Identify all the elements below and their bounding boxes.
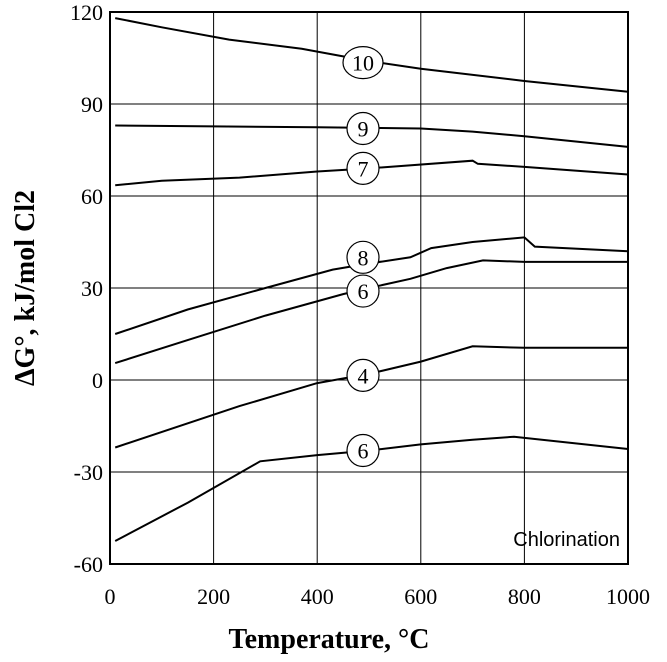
y-tick-label: 30 xyxy=(81,276,103,301)
x-tick-label: 1000 xyxy=(606,584,650,609)
series-label-6: 6 xyxy=(346,274,380,308)
x-axis-title: Temperature, °C xyxy=(229,624,430,655)
series-label-bubble xyxy=(346,433,380,468)
series-label-text: 8 xyxy=(358,245,369,270)
x-tick-labels: 0 200 400 600 800 1000 xyxy=(105,584,651,609)
series-layer xyxy=(114,17,629,542)
x-tick-label: 600 xyxy=(404,584,437,609)
y-axis-title: ΔG°, kJ/mol Cl2 xyxy=(10,190,41,386)
y-tick-label: 120 xyxy=(70,0,103,25)
series-label-bubble xyxy=(346,358,380,392)
series-label-bubble xyxy=(342,45,384,80)
x-tick-label: 0 xyxy=(105,584,116,609)
series-label-text: 7 xyxy=(358,156,369,181)
y-tick-label: 90 xyxy=(81,92,103,117)
series-label-text: 6 xyxy=(358,439,369,464)
series-label-text: 9 xyxy=(358,117,369,142)
plot-frame xyxy=(109,11,629,565)
series-line-8 xyxy=(114,236,629,335)
y-tick-label: 0 xyxy=(92,368,103,393)
series-line-10 xyxy=(115,17,629,93)
y-tick-label: -30 xyxy=(74,460,103,485)
series-label-7: 7 xyxy=(346,151,380,185)
series-label-text: 4 xyxy=(358,363,369,388)
series-label-text: 10 xyxy=(352,51,374,76)
y-tick-labels: -60 -30 0 30 60 90 120 xyxy=(70,0,103,577)
x-tick-label: 800 xyxy=(508,584,541,609)
y-tick-label: 60 xyxy=(81,184,103,209)
series-label-bubble xyxy=(346,274,380,308)
series-labels: 10 9 7 8 6 4 6 xyxy=(342,45,384,468)
series-label-bubble xyxy=(346,151,380,185)
series-label-8: 8 xyxy=(346,240,380,274)
series-line-9 xyxy=(115,124,629,148)
x-tick-label: 400 xyxy=(301,584,334,609)
series-line-6 xyxy=(114,259,628,365)
series-label-10: 10 xyxy=(342,45,384,80)
chart-annotation: Chlorination xyxy=(513,529,620,551)
series-label-text: 6 xyxy=(358,279,369,304)
x-tick-label: 200 xyxy=(197,584,230,609)
series-label-bubble xyxy=(346,240,380,274)
series-line-4 xyxy=(114,345,628,449)
series-label-6: 6 xyxy=(346,433,380,468)
series-label-9: 9 xyxy=(346,111,380,146)
y-tick-label: -60 xyxy=(74,552,103,577)
series-label-4: 4 xyxy=(346,358,380,392)
series-label-bubble xyxy=(346,111,380,146)
